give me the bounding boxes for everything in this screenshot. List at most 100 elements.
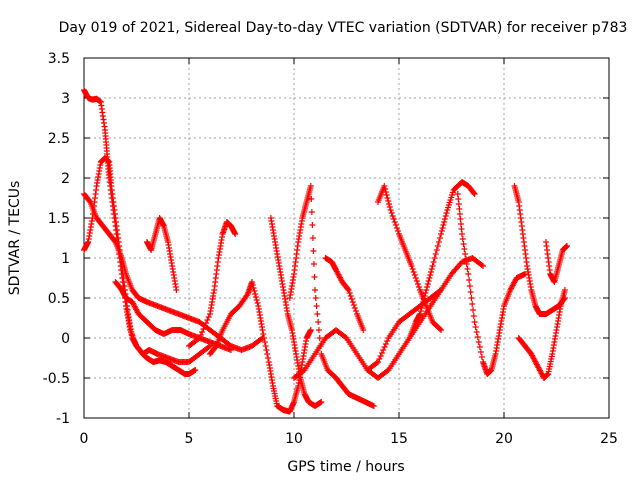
data-point [251, 288, 258, 294]
y-tick-label: 3 [61, 91, 70, 107]
data-point [205, 344, 212, 350]
data-point [469, 301, 476, 307]
y-tick-label: 0 [61, 331, 70, 347]
data-marks [81, 87, 570, 415]
data-point [261, 339, 268, 345]
plot-frame [83, 57, 610, 419]
data-point [438, 327, 444, 333]
data-point [173, 287, 180, 293]
series-16 [511, 183, 568, 317]
data-point [381, 183, 388, 189]
data-point [265, 355, 272, 361]
data-point [436, 326, 443, 332]
data-point [360, 327, 367, 333]
data-point [196, 335, 203, 341]
data-point [309, 235, 316, 241]
data-point [459, 231, 465, 237]
data-point [463, 261, 470, 267]
data-point [344, 286, 351, 292]
data-point [316, 335, 323, 341]
y-tick-label: 1.5 [48, 211, 70, 227]
data-point [427, 272, 434, 278]
data-point [470, 313, 477, 319]
data-point [249, 279, 255, 285]
data-point [462, 251, 469, 257]
data-point [347, 293, 354, 299]
data-point [471, 191, 478, 197]
data-point [467, 289, 474, 295]
series-11 [322, 255, 367, 333]
data-point [261, 335, 268, 341]
axis-ticks: 0 5 10 15 20 25 -1 -0.5 0 0.5 1 1.5 2 2.5 3 3.5 [43, 51, 618, 447]
y-tick-label: 2.5 [48, 131, 70, 147]
data-point [199, 329, 206, 335]
series-13 [375, 183, 444, 333]
data-point [441, 219, 448, 225]
data-point [475, 339, 482, 345]
data-point [300, 368, 307, 374]
data-point [263, 347, 270, 353]
data-point [417, 311, 423, 317]
data-point [377, 353, 384, 359]
data-point [315, 327, 322, 333]
data-point [389, 213, 396, 219]
series-8 [267, 215, 325, 409]
data-point [388, 210, 395, 216]
data-point [425, 278, 432, 284]
data-point [478, 262, 485, 268]
data-point [310, 248, 317, 254]
data-point [413, 278, 420, 284]
data-point [350, 302, 357, 308]
data-point [442, 213, 449, 219]
data-point [250, 285, 257, 291]
data-point [434, 243, 441, 249]
data-point [373, 360, 380, 366]
data-point [200, 326, 207, 332]
data-point [370, 403, 377, 409]
data-point [315, 319, 322, 325]
data-point [382, 189, 389, 195]
data-point [426, 275, 433, 281]
data-point [351, 305, 358, 311]
x-axis-label: GPS time / hours [287, 459, 404, 475]
data-point [466, 283, 473, 289]
data-point [460, 241, 467, 247]
data-point [438, 228, 445, 234]
data-point [464, 266, 471, 272]
data-point [309, 222, 316, 228]
data-point [392, 222, 399, 228]
data-point [378, 350, 385, 356]
data-point [192, 367, 199, 373]
data-point [386, 204, 393, 210]
x-tick-label: 25 [600, 431, 618, 447]
data-point [253, 297, 260, 303]
series-6 [186, 219, 239, 349]
data-point [249, 282, 256, 288]
series-5 [144, 215, 180, 293]
data-point [346, 290, 353, 296]
data-point [197, 332, 204, 338]
data-point [472, 324, 479, 330]
data-point [470, 307, 477, 313]
data-point [409, 266, 416, 272]
data-point [260, 331, 267, 337]
data-point [438, 231, 444, 237]
data-point [384, 368, 391, 374]
series-15 [454, 191, 528, 377]
data-point [420, 299, 427, 305]
x-tick-label: 10 [285, 431, 303, 447]
data-point [473, 329, 480, 335]
data-point [307, 183, 314, 189]
series-18 [543, 239, 570, 285]
data-point [203, 320, 210, 326]
data-point [314, 311, 321, 317]
data-point [459, 236, 466, 242]
data-point [420, 296, 427, 302]
data-point [436, 288, 443, 294]
data-point [383, 192, 390, 198]
data-point [466, 277, 473, 283]
data-point [561, 287, 568, 293]
data-point [348, 296, 355, 302]
data-point [393, 225, 400, 231]
